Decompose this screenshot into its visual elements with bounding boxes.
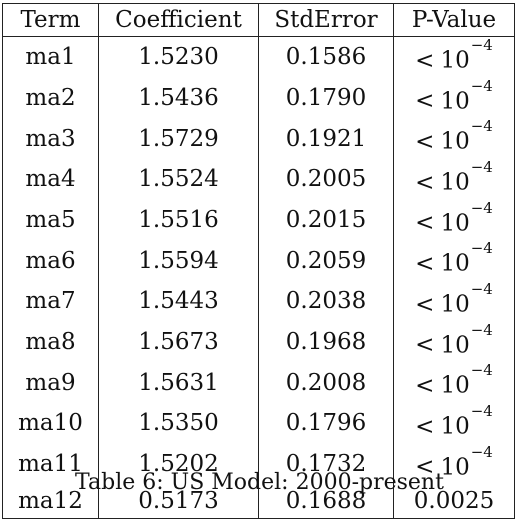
less-than-sign: < [415, 251, 434, 277]
cell-std-error: 0.2059 [259, 240, 394, 281]
header-p-value: P-Value [394, 4, 515, 37]
cell-term: ma5 [3, 200, 99, 241]
less-than-sign: < [415, 292, 434, 318]
cell-std-error: 0.1796 [259, 403, 394, 444]
p-value-base: 10 [440, 414, 469, 440]
header-std-error: StdError [259, 4, 394, 37]
document-page: Term Coefficient StdError P-Value ma1 1.5… [0, 0, 519, 504]
regression-table: Term Coefficient StdError P-Value ma1 1.5… [2, 3, 515, 519]
p-value-exponent: −4 [471, 239, 493, 257]
table-header: Term Coefficient StdError P-Value [3, 4, 515, 37]
p-value-exponent: −4 [471, 443, 493, 461]
cell-std-error: 0.1586 [259, 37, 394, 78]
p-value-exponent: −4 [471, 361, 493, 379]
cell-coefficient: 1.5350 [99, 403, 259, 444]
cell-term: ma4 [3, 159, 99, 200]
cell-term: ma6 [3, 240, 99, 281]
table-row: ma3 1.5729 0.1921 <10−4 [3, 118, 515, 159]
p-value-base: 10 [440, 48, 469, 74]
less-than-sign: < [415, 414, 434, 440]
cell-coefficient: 1.5443 [99, 281, 259, 322]
p-value-base: 10 [440, 88, 469, 114]
cell-coefficient: 1.5524 [99, 159, 259, 200]
p-value-exponent: −4 [471, 158, 493, 176]
cell-coefficient: 1.5631 [99, 362, 259, 403]
cell-p-value: <10−4 [394, 200, 515, 241]
less-than-sign: < [415, 210, 434, 236]
table-row: ma10 1.5350 0.1796 <10−4 [3, 403, 515, 444]
cell-coefficient: 1.5230 [99, 37, 259, 78]
cell-std-error: 0.1968 [259, 322, 394, 363]
p-value-exponent: −4 [471, 77, 493, 95]
less-than-sign: < [415, 48, 434, 74]
table-caption: Table 6: US Model: 2000-present [0, 470, 519, 495]
table-row: ma1 1.5230 0.1586 <10−4 [3, 37, 515, 78]
header-row: Term Coefficient StdError P-Value [3, 4, 515, 37]
p-value-base: 10 [440, 373, 469, 399]
cell-p-value: <10−4 [394, 362, 515, 403]
cell-p-value: <10−4 [394, 322, 515, 363]
p-value-base: 10 [440, 170, 469, 196]
cell-p-value: <10−4 [394, 78, 515, 119]
p-value-exponent: −4 [471, 199, 493, 217]
cell-term: ma2 [3, 78, 99, 119]
cell-coefficient: 1.5516 [99, 200, 259, 241]
cell-p-value: <10−4 [394, 37, 515, 78]
p-value-base: 10 [440, 292, 469, 318]
less-than-sign: < [415, 88, 434, 114]
cell-coefficient: 1.5673 [99, 322, 259, 363]
header-coefficient: Coefficient [99, 4, 259, 37]
p-value-exponent: −4 [471, 321, 493, 339]
cell-std-error: 0.2038 [259, 281, 394, 322]
less-than-sign: < [415, 170, 434, 196]
p-value-base: 10 [440, 332, 469, 358]
p-value-exponent: −4 [471, 402, 493, 420]
cell-term: ma7 [3, 281, 99, 322]
less-than-sign: < [415, 373, 434, 399]
cell-term: ma1 [3, 37, 99, 78]
table-row: ma8 1.5673 0.1968 <10−4 [3, 322, 515, 363]
table-row: ma5 1.5516 0.2015 <10−4 [3, 200, 515, 241]
table-row: ma4 1.5524 0.2005 <10−4 [3, 159, 515, 200]
cell-term: ma10 [3, 403, 99, 444]
less-than-sign: < [415, 332, 434, 358]
p-value-exponent: −4 [471, 280, 493, 298]
cell-p-value: <10−4 [394, 240, 515, 281]
table-row: ma6 1.5594 0.2059 <10−4 [3, 240, 515, 281]
cell-std-error: 0.2005 [259, 159, 394, 200]
cell-std-error: 0.2008 [259, 362, 394, 403]
cell-coefficient: 1.5729 [99, 118, 259, 159]
cell-std-error: 0.1790 [259, 78, 394, 119]
table-row: ma9 1.5631 0.2008 <10−4 [3, 362, 515, 403]
cell-p-value: <10−4 [394, 281, 515, 322]
cell-p-value: <10−4 [394, 159, 515, 200]
less-than-sign: < [415, 129, 434, 155]
cell-p-value: <10−4 [394, 118, 515, 159]
cell-term: ma3 [3, 118, 99, 159]
cell-std-error: 0.2015 [259, 200, 394, 241]
table-body: ma1 1.5230 0.1586 <10−4 ma2 1.5436 0.1790 <10−4… [3, 37, 515, 519]
p-value-exponent: −4 [471, 117, 493, 135]
table-row: ma7 1.5443 0.2038 <10−4 [3, 281, 515, 322]
p-value-exponent: −4 [471, 36, 493, 54]
cell-coefficient: 1.5436 [99, 78, 259, 119]
cell-coefficient: 1.5594 [99, 240, 259, 281]
p-value-base: 10 [440, 210, 469, 236]
p-value-base: 10 [440, 251, 469, 277]
cell-p-value: <10−4 [394, 403, 515, 444]
header-term: Term [3, 4, 99, 37]
cell-term: ma9 [3, 362, 99, 403]
table-row: ma2 1.5436 0.1790 <10−4 [3, 78, 515, 119]
cell-std-error: 0.1921 [259, 118, 394, 159]
cell-term: ma8 [3, 322, 99, 363]
p-value-base: 10 [440, 129, 469, 155]
